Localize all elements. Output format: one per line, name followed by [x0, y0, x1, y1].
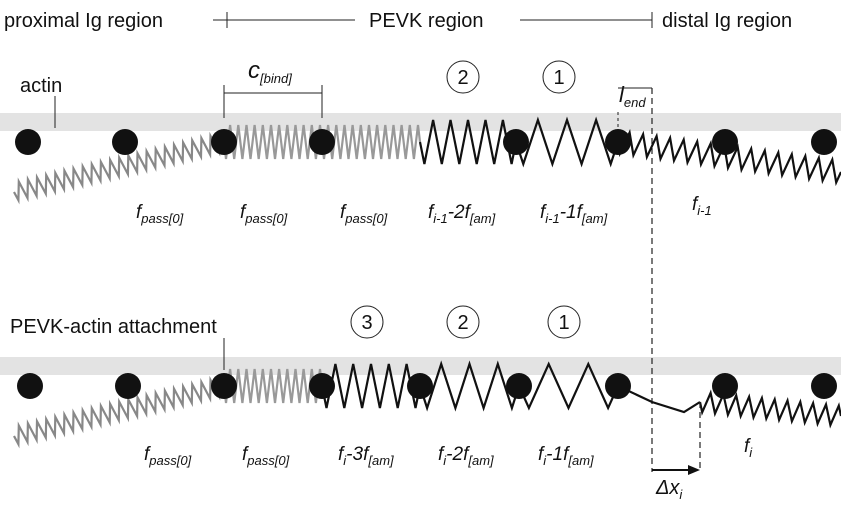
binding-site-dot — [503, 129, 529, 155]
bottom-pevk-spring-2 — [418, 360, 521, 412]
svg-text:2: 2 — [457, 67, 468, 89]
bottom-circle-1: 1 — [547, 305, 581, 339]
pevk-region-bracket — [213, 12, 653, 28]
binding-site-dot — [211, 129, 237, 155]
binding-site-dot — [605, 129, 631, 155]
binding-site-dot — [112, 129, 138, 155]
bottom-detached-link — [617, 385, 701, 414]
binding-site-dot — [115, 373, 141, 399]
svg-text:1: 1 — [553, 67, 564, 89]
top-pevk-spring-1 — [514, 116, 620, 168]
actin-label: actin — [20, 75, 62, 97]
pevk-actin-attachment-label: PEVK-actin attachment — [10, 316, 217, 338]
top-force-label-4: fi-1-2f[am] — [428, 202, 496, 226]
top-distal-ig-spring — [616, 128, 841, 187]
delta-x-arrow — [652, 465, 700, 475]
svg-text:2: 2 — [457, 312, 468, 334]
bottom-bound-pevk-spring — [222, 368, 324, 404]
top-force-label-2: fpass[0] — [240, 202, 288, 226]
pevk-region-label: PEVK region — [369, 10, 484, 32]
top-force-label-6: fi-1 — [692, 194, 712, 218]
binding-site-dot — [309, 373, 335, 399]
c-bind-label: c[bind] — [248, 57, 292, 86]
binding-site-dot — [211, 373, 237, 399]
bottom-actin-binding-sites — [17, 373, 837, 399]
bottom-force-label-4: fi-2f[am] — [438, 444, 494, 468]
binding-site-dot — [811, 129, 837, 155]
top-actin-binding-sites — [15, 129, 837, 155]
delta-x-label: Δxi — [655, 477, 683, 502]
top-proximal-ig-spring — [13, 129, 225, 205]
top-bound-pevk-spring-1 — [222, 124, 324, 160]
svg-text:1: 1 — [558, 312, 569, 334]
binding-site-dot — [407, 373, 433, 399]
top-force-label-5: fi-1-1f[am] — [540, 202, 608, 226]
bottom-force-label-2: fpass[0] — [242, 444, 290, 468]
binding-site-dot — [605, 373, 631, 399]
svg-text:3: 3 — [361, 312, 372, 334]
top-circle-1: 1 — [542, 60, 576, 94]
bottom-circle-2: 2 — [446, 305, 480, 339]
binding-site-dot — [506, 373, 532, 399]
bottom-force-label-6: fi — [744, 436, 753, 460]
top-force-label-1: fpass[0] — [136, 202, 184, 226]
top-bound-pevk-spring-2 — [320, 124, 422, 160]
top-circle-2: 2 — [446, 60, 480, 94]
binding-site-dot — [17, 373, 43, 399]
bottom-force-label-3: fi-3f[am] — [338, 444, 394, 468]
binding-site-dot — [712, 373, 738, 399]
bottom-circle-3: 3 — [350, 305, 384, 339]
distal-ig-label: distal Ig region — [662, 10, 792, 32]
bottom-pevk-spring-3 — [320, 363, 422, 409]
bottom-force-label-5: fi-1f[am] — [538, 444, 594, 468]
bottom-force-label-1: fpass[0] — [144, 444, 192, 468]
binding-site-dot — [15, 129, 41, 155]
actin-filament-bottom — [0, 357, 841, 375]
actin-filament-top — [0, 113, 841, 131]
bottom-proximal-ig-spring — [13, 373, 225, 449]
proximal-ig-label: proximal Ig region — [4, 10, 163, 32]
c-bind-dimension — [223, 85, 323, 118]
binding-site-dot — [712, 129, 738, 155]
top-pevk-spring-2 — [418, 119, 518, 165]
top-force-label-3: fpass[0] — [340, 202, 388, 226]
l-end-label: lend — [619, 82, 646, 110]
binding-site-dot — [811, 373, 837, 399]
bottom-pevk-spring-1 — [517, 361, 620, 411]
binding-site-dot — [309, 129, 335, 155]
